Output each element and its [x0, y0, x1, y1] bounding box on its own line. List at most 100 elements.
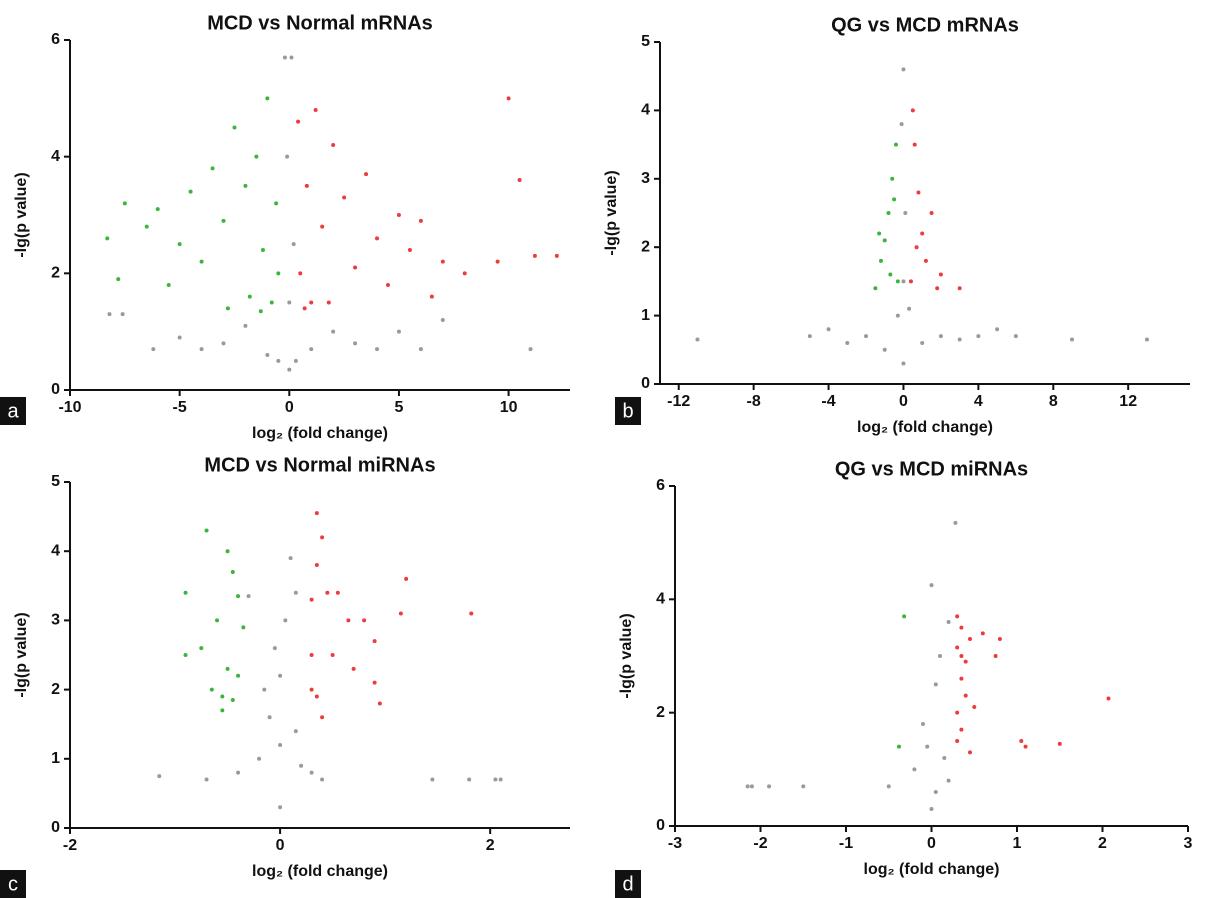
x-tick-label: 10 [500, 399, 518, 416]
x-axis-label: log₂ (fold change) [857, 419, 993, 436]
point [997, 637, 1002, 641]
point [265, 96, 270, 101]
point [462, 271, 467, 276]
point [260, 248, 265, 252]
point [899, 122, 904, 127]
panel-label: a [7, 400, 19, 422]
point [946, 778, 951, 783]
panel-label: c [8, 873, 18, 895]
point [309, 653, 314, 657]
point [278, 673, 283, 678]
x-tick-label: -1 [839, 835, 853, 852]
x-tick-label: 2 [486, 837, 495, 854]
point [914, 245, 919, 250]
point [276, 271, 281, 276]
point [920, 231, 925, 236]
x-tick-label: 0 [285, 399, 294, 416]
point [929, 211, 934, 215]
x-axis-label: log₂ (fold change) [864, 861, 1000, 878]
point [1070, 337, 1075, 342]
point [225, 549, 230, 554]
point [933, 790, 938, 794]
point [418, 218, 423, 223]
y-tick-label: 2 [656, 704, 665, 721]
x-tick-label: -2 [63, 837, 77, 854]
point [293, 729, 298, 734]
point [976, 334, 981, 339]
point [908, 279, 913, 284]
point [204, 777, 209, 782]
point [826, 327, 831, 332]
point [528, 347, 533, 352]
point [993, 654, 998, 658]
point [116, 277, 121, 282]
point [199, 646, 204, 651]
point [892, 197, 897, 202]
point [289, 55, 294, 60]
point [287, 300, 292, 305]
point [236, 673, 241, 678]
point [495, 259, 500, 264]
point [967, 637, 972, 641]
point [296, 119, 301, 124]
point [320, 535, 325, 540]
point [302, 306, 307, 311]
point [262, 687, 267, 692]
point [886, 211, 891, 215]
point [225, 666, 230, 671]
chart-title: MCD vs Normal mRNAs [207, 12, 433, 34]
point [493, 777, 498, 782]
point [995, 327, 1000, 332]
point [920, 340, 925, 345]
point [288, 556, 293, 561]
y-tick-label: 4 [656, 591, 665, 608]
y-axis-label: -lg(p value) [603, 170, 620, 255]
point [330, 653, 335, 657]
point [314, 563, 319, 568]
point [916, 190, 921, 195]
panel-label: d [622, 873, 633, 895]
x-tick-label: -2 [753, 835, 767, 852]
point [396, 213, 401, 217]
point [929, 807, 934, 811]
point [278, 742, 283, 747]
point [313, 108, 318, 112]
x-tick-label: 3 [1184, 835, 1193, 852]
x-tick-label: 4 [974, 393, 983, 410]
point [230, 697, 235, 702]
point [243, 323, 248, 328]
y-tick-label: 0 [641, 375, 650, 392]
point [901, 361, 906, 366]
point [107, 312, 112, 317]
point [254, 154, 259, 159]
point [243, 183, 248, 188]
x-tick-label: 0 [276, 837, 285, 854]
point [257, 756, 262, 761]
point [893, 142, 898, 147]
point [269, 300, 274, 305]
point [105, 236, 110, 241]
point [375, 236, 380, 241]
y-tick-label: 0 [656, 817, 665, 834]
point [157, 774, 162, 779]
point [396, 329, 401, 334]
point [166, 283, 171, 287]
point [199, 347, 204, 352]
point [957, 286, 962, 291]
point [895, 313, 900, 318]
point [274, 201, 279, 206]
point [1106, 696, 1111, 701]
point [440, 318, 445, 322]
point [957, 337, 962, 342]
point [935, 286, 940, 291]
point [901, 67, 906, 72]
chart-title: QG vs MCD miRNAs [835, 458, 1028, 480]
panel-label-box [0, 397, 26, 425]
point [920, 722, 925, 726]
point [933, 682, 938, 687]
x-tick-label: 12 [1119, 393, 1137, 410]
x-tick-label: 2 [1098, 835, 1107, 852]
point [342, 195, 347, 200]
point [377, 701, 382, 706]
